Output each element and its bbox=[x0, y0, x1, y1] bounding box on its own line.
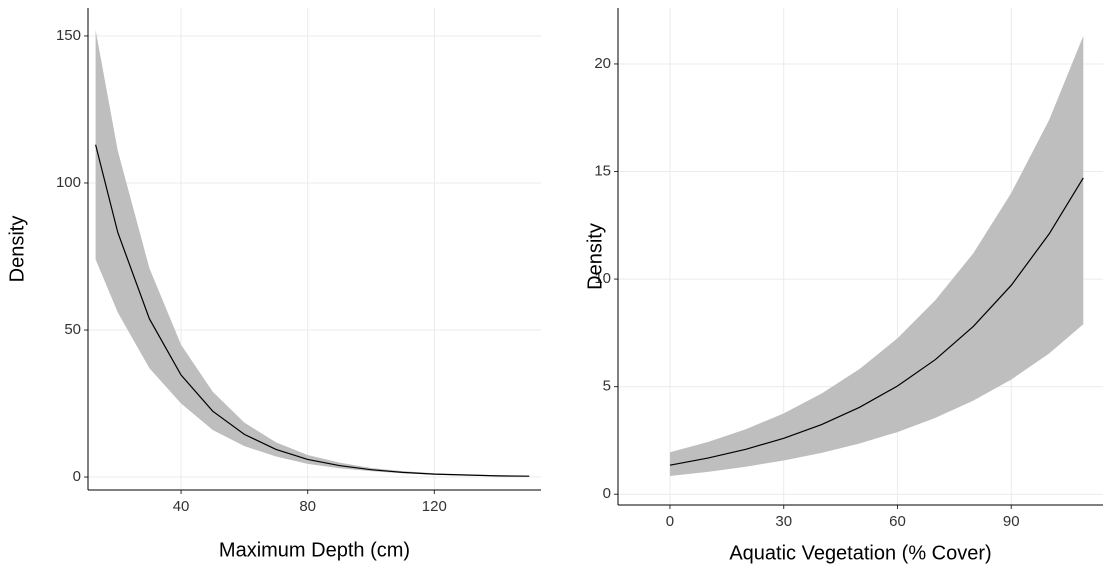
x-axis-title: Aquatic Vegetation (% Cover) bbox=[729, 542, 991, 564]
confidence-band bbox=[669, 35, 1084, 476]
x-tick-label: 30 bbox=[775, 513, 792, 530]
y-tick-label: 50 bbox=[64, 321, 81, 338]
y-tick-label: 20 bbox=[594, 55, 611, 72]
confidence-band bbox=[95, 30, 530, 477]
x-tick-label: 0 bbox=[666, 513, 674, 530]
y-tick-label: 10 bbox=[594, 270, 611, 287]
y-tick-label: 150 bbox=[56, 27, 81, 44]
x-tick-label: 90 bbox=[1003, 513, 1020, 530]
y-tick-label: 15 bbox=[594, 162, 611, 179]
x-tick-label: 80 bbox=[299, 498, 316, 515]
y-axis-title: Density bbox=[584, 223, 606, 290]
x-tick-label: 120 bbox=[422, 498, 447, 515]
x-tick-label: 40 bbox=[173, 498, 190, 515]
y-tick-label: 0 bbox=[603, 485, 611, 502]
y-tick-label: 5 bbox=[603, 378, 611, 395]
line bbox=[669, 177, 1084, 466]
line bbox=[95, 144, 530, 477]
y-axis-title: Density bbox=[6, 216, 28, 283]
x-axis-title: Maximum Depth (cm) bbox=[219, 539, 410, 561]
y-tick-label: 100 bbox=[56, 174, 81, 191]
x-tick-label: 60 bbox=[889, 513, 906, 530]
y-tick-label: 0 bbox=[73, 468, 81, 485]
